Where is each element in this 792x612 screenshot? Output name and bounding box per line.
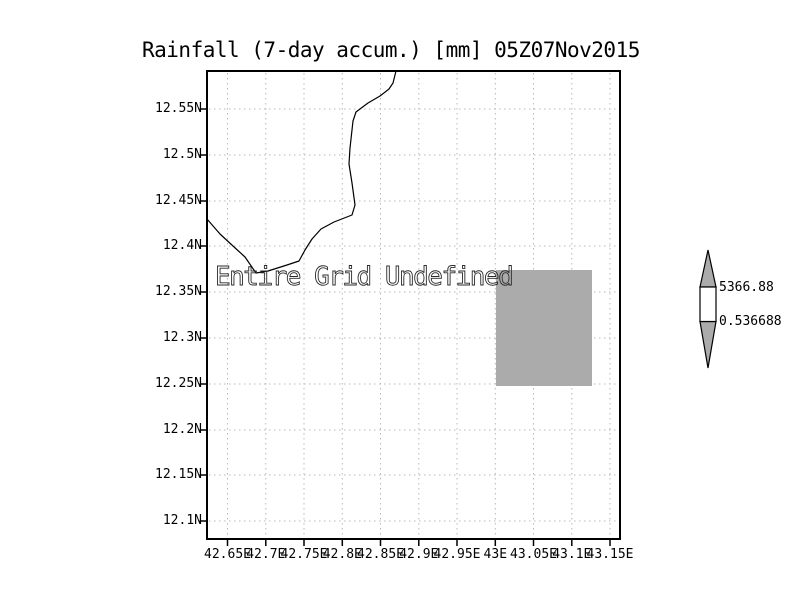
colorbar (699, 249, 717, 369)
grid-lines (209, 73, 619, 537)
y-axis-label-12-3n: 12.3N (162, 330, 202, 345)
y-axis-label-12-35n: 12.35N (155, 284, 202, 299)
y-axis-label-12-4n: 12.4N (162, 238, 202, 253)
x-axis-label-43-1e: 43.1E (552, 547, 592, 562)
coastline (206, 70, 397, 274)
y-axis-label-12-45n: 12.45N (155, 193, 202, 208)
y-axis-label-12-25n: 12.25N (155, 376, 202, 391)
y-axis-label-12-1n: 12.1N (162, 513, 202, 528)
x-axis-label-42-95e: 42.95E (433, 547, 481, 562)
y-axis-label-12-55n: 12.55N (155, 101, 202, 116)
colorbar-lower-arrow (699, 320, 717, 369)
y-axis-label-12-5n: 12.5N (162, 147, 202, 162)
colorbar-max-label: 5366.88 (719, 280, 774, 295)
x-axis-label-42-7e: 42.7E (246, 547, 286, 562)
colorbar-band (699, 286, 717, 323)
undefined-region-shading (496, 270, 592, 386)
x-axis-label-43-05e: 43.05E (510, 547, 557, 562)
x-axis-label-42-8e: 42.8E (322, 547, 362, 562)
x-axis-label-43e: 43E (483, 547, 508, 562)
colorbar-upper-arrow (699, 249, 717, 288)
axis-ticks (199, 108, 611, 546)
y-axis-label-12-15n: 12.15N (155, 467, 202, 482)
x-axis-label-43-15e: 43.15E (586, 547, 634, 562)
undefined-grid-notice: Entire Grid Undefined (215, 262, 515, 293)
x-axis-label-42-75e: 42.75E (280, 547, 328, 562)
x-axis-label-42-9e: 42.9E (399, 547, 439, 562)
y-axis-label-12-2n: 12.2N (162, 422, 202, 437)
plot-frame (206, 70, 621, 540)
x-axis-label-42-85e: 42.85E (357, 547, 404, 562)
x-axis-label-42-65e: 42.65E (204, 547, 251, 562)
plot-title: Rainfall (7-day accum.) [mm] 05Z07Nov201… (142, 38, 640, 62)
colorbar-min-label: 0.536688 (719, 314, 782, 329)
